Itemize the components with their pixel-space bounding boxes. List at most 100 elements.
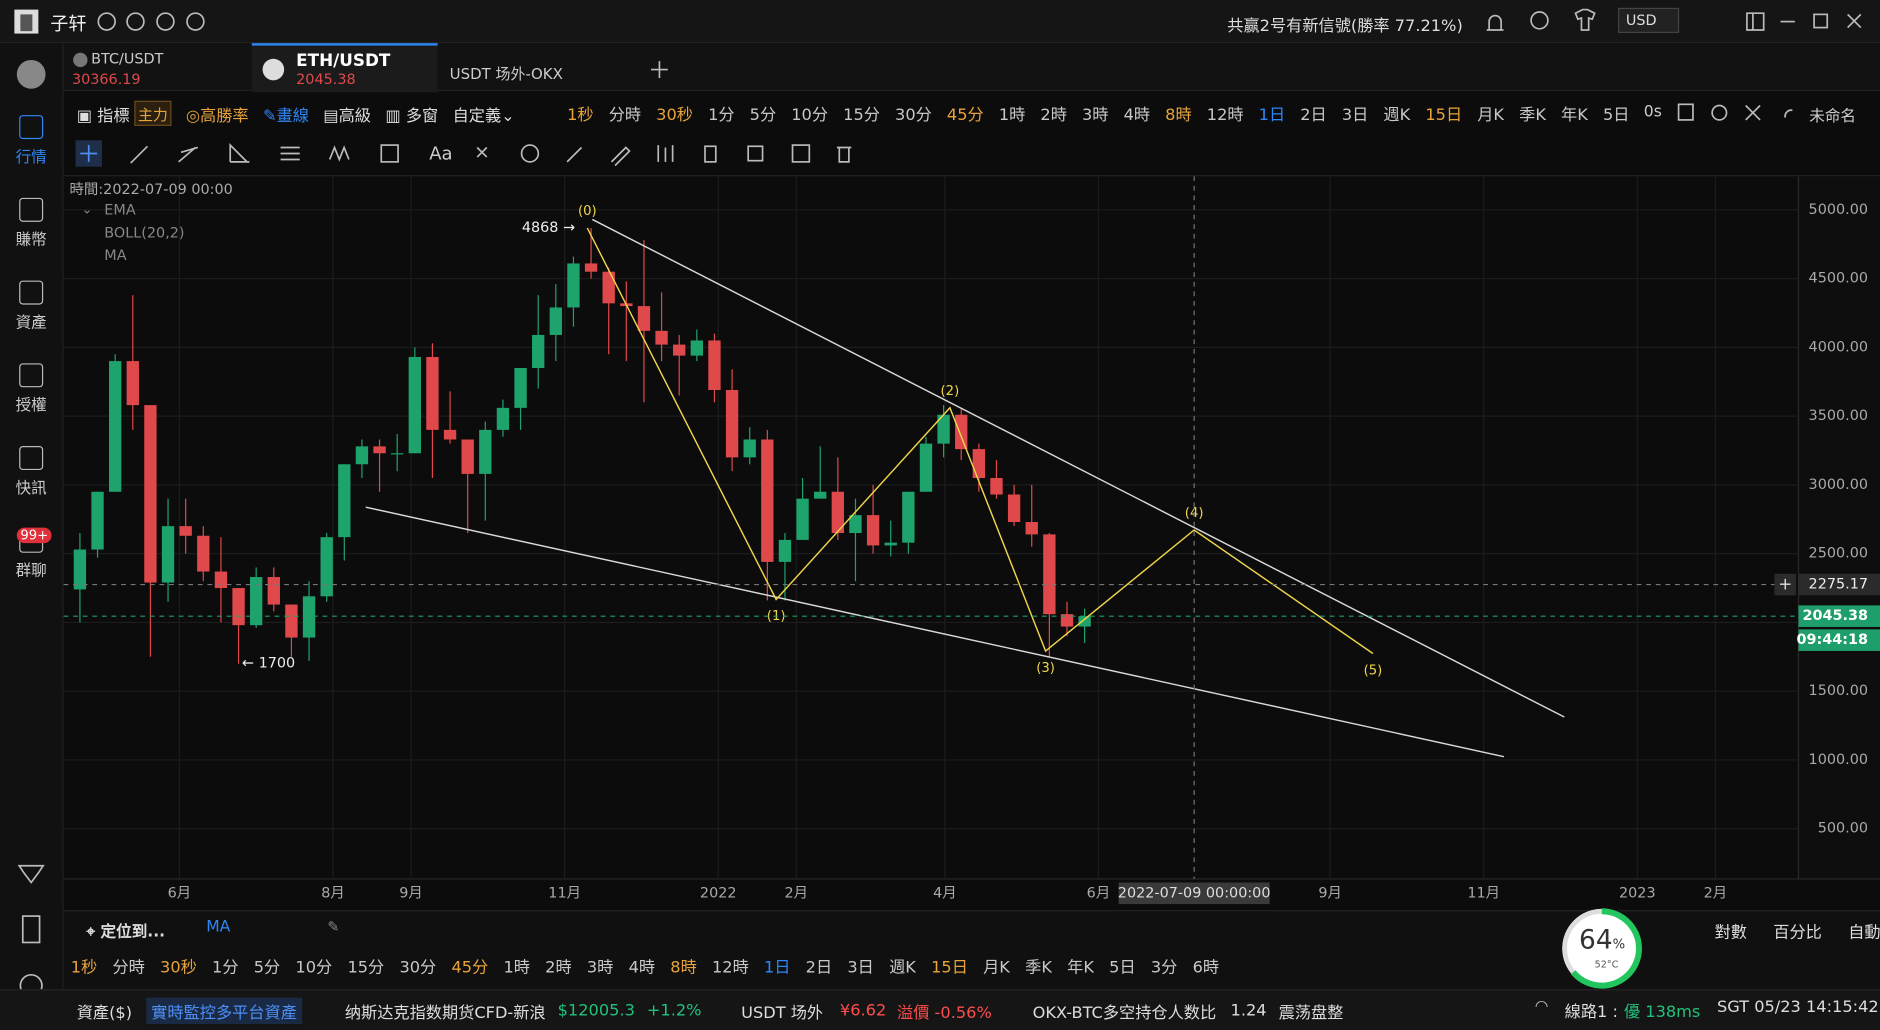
status-icon[interactable] (126, 12, 145, 31)
otc-name[interactable]: USDT 场外 (741, 1003, 824, 1023)
add-tab[interactable] (651, 61, 668, 78)
percent-scale[interactable]: 百分比 (1773, 923, 1822, 943)
bell-icon[interactable] (1486, 14, 1504, 31)
timeframe-button[interactable]: 季K (1025, 958, 1052, 978)
shirt-icon[interactable] (1574, 8, 1596, 31)
timeframe-button[interactable]: 1日 (1258, 105, 1286, 125)
timeframe-button[interactable]: 4時 (1123, 105, 1151, 125)
settings-icon[interactable] (19, 974, 43, 990)
timeframe-button[interactable]: 10分 (295, 958, 333, 978)
assets-label[interactable]: 資產($) (76, 1003, 133, 1023)
timeframe-button[interactable]: 30秒 (656, 105, 693, 125)
status-icon[interactable] (186, 12, 205, 31)
timeframe-button[interactable]: 1時 (503, 958, 530, 978)
timeframe-button[interactable]: 1分 (212, 958, 239, 978)
advanced-button[interactable]: ▤高級 (323, 106, 371, 126)
text-tool[interactable]: Aa (429, 142, 453, 165)
timeframe-button[interactable]: 1秒 (70, 958, 98, 978)
sidebar-label[interactable]: 快訊 (15, 479, 47, 498)
timeframe-button[interactable]: 3日 (1341, 105, 1369, 125)
sidebar-label[interactable]: 賺幣 (15, 231, 47, 250)
custom-button[interactable]: 自定義⌄ (452, 106, 515, 126)
cloud-icon[interactable] (1784, 109, 1793, 118)
draw-button[interactable]: ✎畫線 (262, 106, 309, 126)
timeframe-button[interactable]: 5日 (1109, 958, 1136, 978)
signal-notice[interactable]: 共赢2号有新信號(勝率 77.21%) (1227, 16, 1463, 36)
brush-tool[interactable] (610, 146, 631, 167)
channel-tool[interactable] (178, 146, 199, 163)
timeframe-button[interactable]: 12時 (1206, 105, 1244, 125)
timeframe-button[interactable]: 分時 (608, 105, 642, 125)
multi-window-button[interactable]: ▥ 多窗 (385, 106, 439, 126)
timeframe-button[interactable]: 45分 (451, 958, 489, 978)
timeframe-button[interactable]: 45分 (946, 105, 984, 125)
countdown-toggle[interactable]: 0s (1643, 103, 1662, 122)
timeframe-button[interactable]: 12時 (711, 958, 749, 978)
template-tool[interactable] (747, 145, 764, 162)
sidebar-label[interactable]: 群聊 (15, 562, 47, 581)
auto-scale[interactable]: 自動 (1848, 923, 1880, 943)
indicator-tab[interactable]: MA (206, 918, 231, 937)
timeframe-button[interactable]: 月K (1477, 105, 1505, 125)
timeframe-button[interactable]: 年K (1067, 958, 1094, 978)
winrate-button[interactable]: ◎高勝率 (185, 106, 249, 126)
sidebar-icon[interactable] (19, 446, 44, 471)
indicator-legend[interactable]: EMA (104, 201, 136, 219)
indicator-button[interactable]: ▣ 指標 (76, 106, 130, 126)
sidebar-icon[interactable] (19, 363, 44, 388)
connection[interactable]: 線路1 : 優 138ms (1565, 998, 1701, 1021)
close[interactable] (1847, 13, 1862, 29)
maximize[interactable] (1813, 13, 1829, 29)
timeframe-button[interactable]: 4時 (628, 958, 656, 978)
tab-symbol[interactable]: BTC/USDT (91, 50, 164, 68)
line-tool[interactable] (130, 145, 149, 164)
timeframe-button[interactable]: 2日 (1300, 105, 1327, 125)
settings-icon[interactable] (1711, 104, 1728, 121)
timeframe-button[interactable]: 2日 (805, 958, 833, 978)
magnet-tool[interactable] (476, 146, 488, 158)
timeframe-button[interactable]: 6時 (1192, 958, 1220, 978)
monitor-button[interactable]: 實時監控多平台資產 (146, 997, 302, 1025)
timeframe-button[interactable]: 5分 (253, 958, 281, 978)
timeframe-button[interactable]: 15分 (347, 958, 385, 978)
timeframe-button[interactable]: 1時 (998, 105, 1026, 125)
timeframe-button[interactable]: 1日 (763, 958, 791, 978)
timeframe-button[interactable]: 3時 (586, 958, 614, 978)
timeframe-button[interactable]: 30分 (895, 105, 932, 125)
timeframe-button[interactable]: 週K (889, 958, 916, 978)
status-icon[interactable] (97, 12, 116, 31)
timeframe-button[interactable]: 10分 (791, 105, 829, 125)
measure-tool[interactable] (380, 144, 399, 163)
timeframe-button[interactable]: 分時 (112, 958, 145, 978)
locate-button[interactable]: ⌖ 定位到... (86, 923, 166, 942)
hline-tool[interactable] (280, 146, 300, 161)
timeframe-button[interactable]: 3日 (847, 958, 874, 978)
wave-tool[interactable] (328, 145, 350, 162)
timeframe-button[interactable]: 30分 (399, 958, 437, 978)
lock-tool[interactable] (520, 144, 540, 163)
timeframe-button[interactable]: 月K (983, 958, 1010, 978)
layout-name[interactable]: 未命名 (1809, 107, 1857, 126)
timeframe-button[interactable]: 2時 (545, 958, 572, 978)
sidebar-icon[interactable] (19, 280, 44, 305)
sidebar-icon[interactable] (19, 115, 44, 140)
screenshot-icon[interactable] (1677, 103, 1694, 121)
indicator-legend[interactable]: BOLL(20,2) (104, 224, 185, 242)
copy-tool[interactable] (704, 145, 717, 163)
timeframe-button[interactable]: 5分 (749, 105, 777, 125)
timeframe-button[interactable]: 週K (1383, 105, 1411, 125)
search-icon[interactable] (1530, 11, 1549, 30)
phone-icon[interactable] (21, 915, 41, 944)
currency-select[interactable] (1618, 7, 1680, 33)
indicator-legend[interactable]: MA (104, 247, 127, 264)
edit-tool[interactable] (791, 144, 811, 163)
timeframe-button[interactable]: 1秒 (567, 105, 594, 125)
sidebar-label[interactable]: 行情 (15, 148, 47, 167)
tab-symbol[interactable]: ETH/USDT (296, 51, 391, 71)
timeframe-button[interactable]: 15分 (843, 105, 880, 125)
tab-symbol[interactable]: USDT 场外-OKX (449, 64, 563, 83)
edit-indicator[interactable]: ✎ (327, 918, 340, 936)
layout-icon[interactable] (1746, 12, 1765, 31)
timeframe-button[interactable]: 5日 (1602, 105, 1630, 125)
sidebar-icon[interactable] (19, 197, 44, 222)
